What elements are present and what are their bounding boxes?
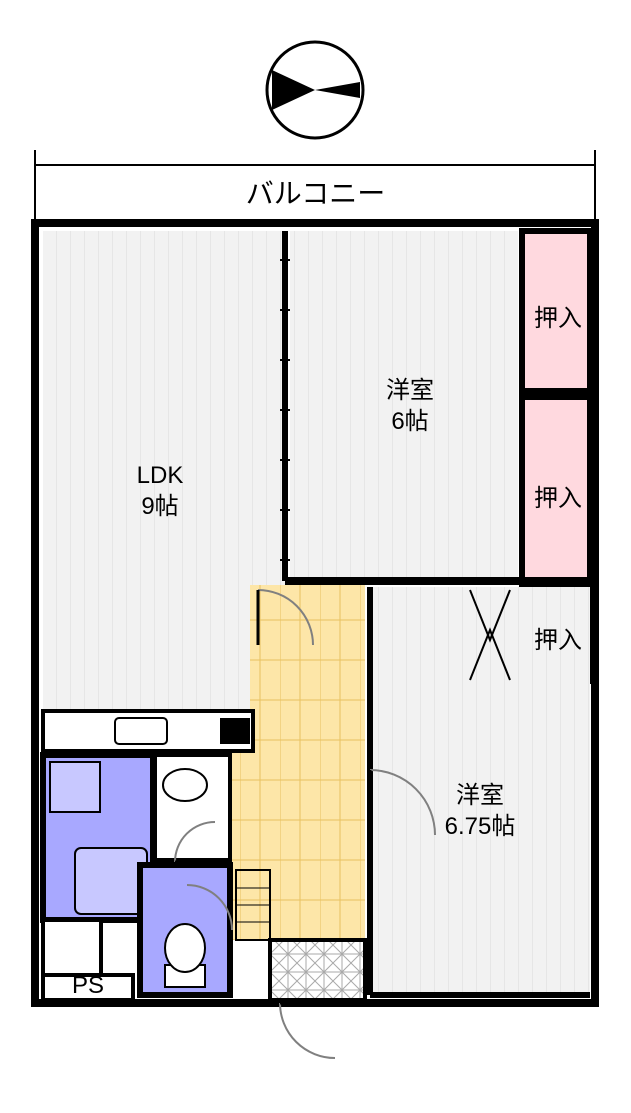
toilet-icon [165,924,205,987]
washbasin-icon [163,769,207,801]
bath-window-icon [50,762,100,812]
entrance [270,940,365,1000]
room1-label: 洋室 6帖 [330,375,490,437]
ps-label: PS [48,972,128,1000]
bathtub-icon [75,848,147,914]
closet2-label: 押入 [522,478,594,513]
closet3-label: 押入 [522,620,594,655]
washer-space [43,920,101,975]
compass-label: N [274,86,286,94]
room2-label: 洋室 6.75帖 [400,780,560,842]
closet1-label: 押入 [522,298,594,333]
floorplan-svg: N [0,0,631,1113]
sink-icon [115,718,167,744]
stove-icon [220,718,250,744]
balcony-label: バルコニー [0,172,631,212]
ldk-label: LDK 9帖 [80,460,240,522]
compass-icon: N [267,42,363,138]
floorplan-canvas: N バルコニー LDK 9帖 洋室 6帖 洋室 6.7 [0,0,631,1113]
